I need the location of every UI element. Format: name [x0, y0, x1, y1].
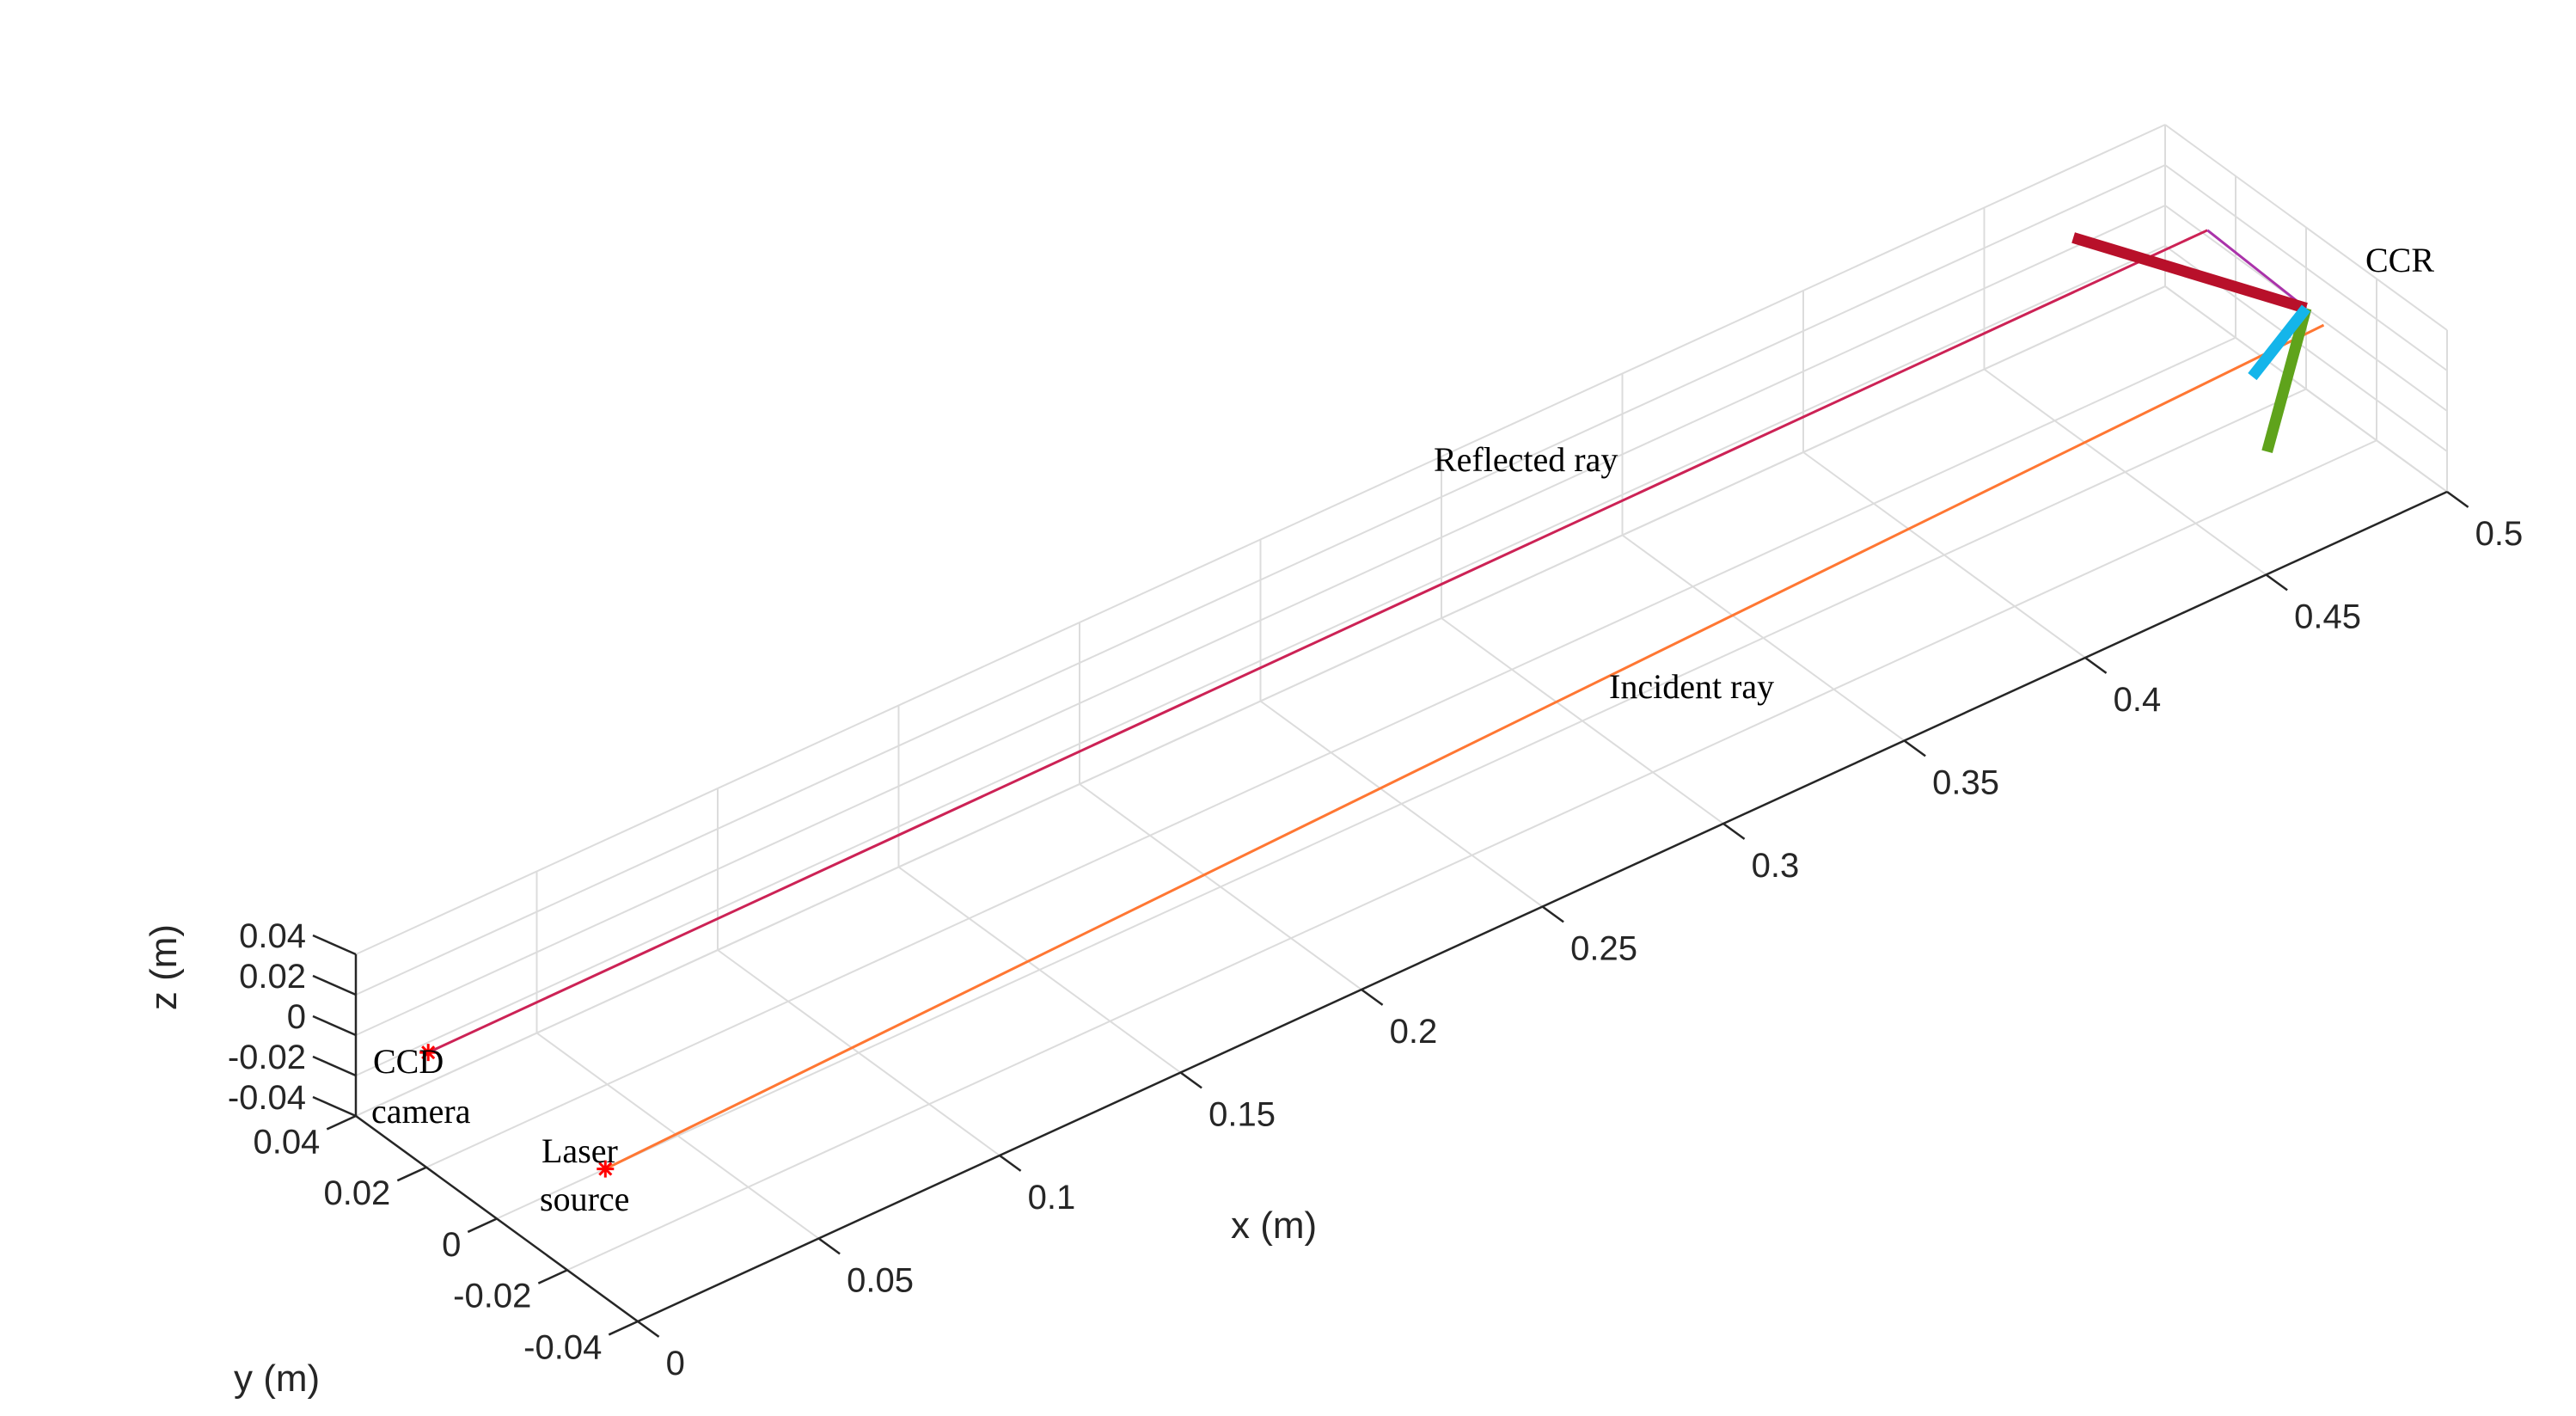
x-tick-4 — [1361, 988, 1384, 1006]
z-tick-label: 0.02 — [239, 958, 306, 996]
x-tick-label: 0.45 — [2294, 598, 2361, 635]
incident-ray-label: Incident ray — [1609, 667, 1774, 706]
axes-layer: 0 0.05 0.1 0.15 0.2 0.25 0.3 0.35 0.4 0.45 0.5 0.04… — [228, 490, 2524, 1382]
laser-source-label-line1: Laser — [542, 1131, 618, 1170]
z-tick-label: 0.04 — [239, 917, 306, 955]
labels-layer: x (m) y (m) z (m) Reflected ray Incident… — [143, 241, 2434, 1400]
z-tick-3 — [312, 1055, 357, 1077]
y-tick-1 — [396, 1166, 427, 1182]
marker-star-stroke — [421, 1045, 436, 1060]
z-tick-1 — [312, 974, 357, 996]
y-tick-4 — [608, 1320, 639, 1336]
grid-line-back-z-2 — [355, 205, 2166, 1036]
x-tick-label: 0.4 — [2114, 681, 2162, 719]
ccd-camera-label-line1: CCD — [373, 1042, 444, 1081]
y-tick-label: -0.02 — [453, 1278, 531, 1315]
x-axis-label: x (m) — [1231, 1205, 1317, 1247]
x-tick-label: 0.35 — [1932, 763, 1999, 801]
ccr-link-line — [2206, 229, 2307, 310]
x-tick-9 — [2265, 573, 2288, 592]
laser-source-marker — [597, 1160, 615, 1178]
x-tick-label: 0.1 — [1028, 1179, 1076, 1217]
x-tick-label: 0.2 — [1390, 1013, 1438, 1051]
x-tick-label: 0.3 — [1752, 847, 1800, 885]
y-tick-3 — [537, 1269, 568, 1284]
y-tick-label: -0.04 — [523, 1328, 602, 1366]
x-tick-8 — [2084, 656, 2108, 674]
grid-line-back-z-1 — [355, 164, 2166, 996]
x-tick-10 — [2446, 490, 2469, 508]
x-tick-label: 0.15 — [1208, 1095, 1276, 1133]
grid-line-floor-y-0 — [355, 285, 2166, 1117]
z-axis-label: z (m) — [143, 924, 185, 1010]
marker-star-stroke — [598, 1162, 613, 1176]
y-tick-label: 0.02 — [323, 1174, 390, 1212]
grid-line-floor-y-1 — [425, 336, 2236, 1168]
grid-line-floor-y-3 — [566, 439, 2377, 1272]
y-tick-2 — [467, 1217, 498, 1234]
grid-layer — [355, 124, 2448, 1322]
z-tick-0 — [312, 934, 357, 956]
x-tick-1 — [817, 1237, 841, 1255]
z-tick-label: 0 — [287, 998, 306, 1036]
grid-line-back-z-3 — [355, 245, 2166, 1076]
x-tick-0 — [637, 1320, 660, 1338]
x-tick-label: 0.25 — [1570, 929, 1637, 967]
y-tick-label: 0 — [442, 1226, 461, 1264]
z-tick-label: -0.04 — [228, 1079, 306, 1117]
y-axis-label: y (m) — [234, 1358, 320, 1400]
z-tick-4 — [312, 1095, 357, 1118]
incident-ray-line — [604, 323, 2325, 1170]
x-tick-label: 0.5 — [2475, 515, 2524, 553]
ccr-label: CCR — [2365, 241, 2434, 279]
x-tick-2 — [999, 1154, 1022, 1172]
x-tick-6 — [1722, 822, 1746, 840]
grid-line-back-z-0 — [355, 124, 2166, 955]
series-layer — [419, 229, 2325, 1178]
ccd-camera-label-line2: camera — [371, 1092, 471, 1131]
x-tick-3 — [1179, 1071, 1202, 1089]
ccd-camera-marker — [419, 1044, 437, 1062]
y-tick-label: 0.04 — [253, 1123, 320, 1161]
reflected-ray-label: Reflected ray — [1434, 440, 1618, 479]
y-tick-0 — [326, 1114, 357, 1131]
laser-source-label-line2: source — [540, 1180, 629, 1218]
grid-line-floor-y-2 — [496, 388, 2307, 1220]
x-tick-label: 0.05 — [847, 1261, 914, 1299]
z-tick-label: -0.02 — [228, 1039, 306, 1076]
reflected-ray-line — [427, 229, 2208, 1054]
x-tick-5 — [1541, 905, 1564, 923]
ccr-edge-red — [2071, 232, 2308, 314]
x-tick-label: 0 — [666, 1345, 685, 1382]
ccr-edge-green — [2261, 306, 2312, 454]
x-tick-7 — [1903, 739, 1926, 757]
z-tick-2 — [312, 1014, 357, 1037]
ccr-edge-cyan — [2248, 304, 2311, 381]
